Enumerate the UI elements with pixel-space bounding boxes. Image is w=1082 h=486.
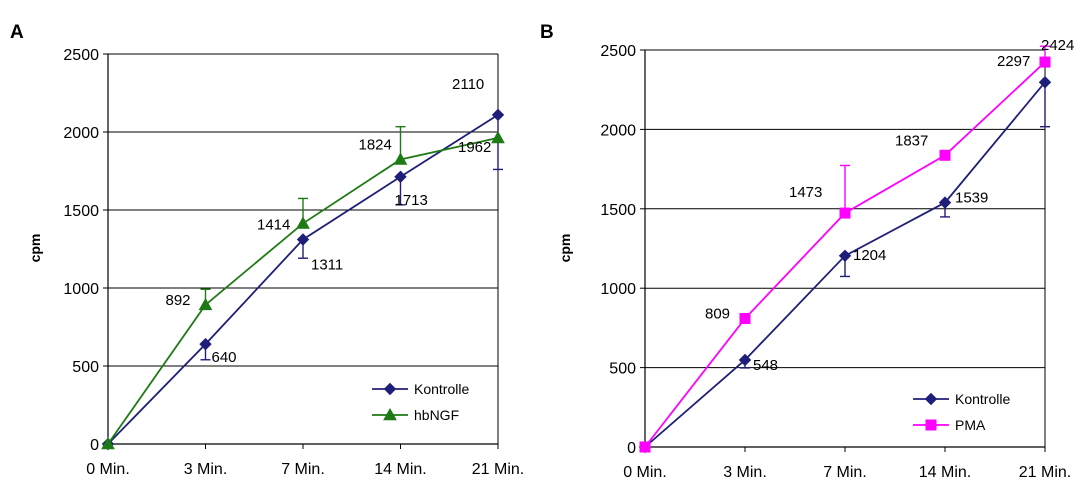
data-point: [839, 207, 851, 219]
data-point: [491, 130, 505, 144]
series-kontrolle: 548 1204 1539 2297: [638, 53, 1052, 454]
y-tick-label: 0: [90, 437, 99, 454]
data-label: 1824: [359, 136, 392, 153]
x-tick-label: 0 Min.: [623, 464, 667, 481]
chart-panel-a: A 0 500 1000 1500 2000 2500 0 Min. 3 Min. 7 Min. 1…: [10, 22, 524, 478]
legend-marker: [924, 392, 938, 406]
y-tick-label: 500: [609, 361, 636, 378]
legend: Kontrolle PMA: [913, 391, 1010, 433]
y-tick-label: 2000: [63, 125, 99, 142]
chart-panel-b: B 0 500 1000 1500 2000 2500 0 Min. 3 Min. 7 Min. 1…: [540, 22, 1074, 481]
data-label: 1713: [395, 192, 428, 209]
y-tick-label: 2500: [63, 47, 99, 64]
data-point: [101, 436, 115, 450]
x-tick-label: 3 Min.: [723, 464, 767, 481]
data-point: [739, 313, 751, 325]
legend: Kontrolle hbNGF: [372, 381, 469, 423]
data-point: [393, 152, 408, 165]
data-label: 1962: [458, 139, 491, 156]
x-tick-label: 21 Min.: [1019, 464, 1071, 481]
data-point: [198, 297, 213, 311]
data-point: [296, 233, 310, 246]
series-pma: 809 1473 1837 2424: [639, 37, 1074, 453]
data-label: 548: [753, 357, 778, 374]
y-axis-label: cpm: [557, 234, 573, 263]
data-label: 809: [705, 306, 730, 323]
data-point: [296, 216, 310, 229]
x-tick-label: 14 Min.: [919, 464, 971, 481]
legend-marker: [383, 407, 397, 421]
x-tick-label: 0 Min.: [86, 461, 130, 478]
series-kontrolle: 640 1311 1713 2110: [101, 76, 505, 451]
data-point: [938, 196, 952, 209]
legend-label: Kontrolle: [414, 381, 469, 397]
y-axis-label: cpm: [27, 234, 43, 263]
y-tick-label: 2000: [600, 122, 636, 139]
y-tick-label: 1000: [63, 281, 99, 298]
y-tick-label: 1500: [600, 202, 636, 219]
data-point: [639, 441, 651, 453]
x-tick-label: 14 Min.: [374, 461, 426, 478]
data-point: [394, 170, 407, 183]
legend-label: PMA: [955, 417, 986, 433]
y-tick-label: 1000: [600, 281, 636, 298]
data-label: 2297: [997, 53, 1030, 70]
data-label: 1204: [853, 247, 886, 264]
y-tick-label: 2500: [600, 43, 636, 60]
data-point: [939, 149, 951, 161]
data-point: [1038, 76, 1052, 89]
series-hbngf: 892 1414 1824 1962: [101, 125, 505, 450]
legend-marker: [383, 382, 397, 396]
data-label: 1414: [257, 216, 290, 233]
y-tick-label: 0: [627, 440, 636, 457]
x-tick-label: 21 Min.: [472, 461, 524, 478]
panel-label: B: [540, 22, 554, 43]
data-label: 892: [166, 292, 191, 309]
data-point: [199, 337, 212, 351]
data-label: 2110: [452, 76, 484, 93]
data-point: [491, 108, 505, 122]
legend-marker: [925, 419, 937, 431]
data-label: 1539: [955, 190, 988, 207]
data-label: 1473: [789, 184, 822, 201]
x-tick-label: 3 Min.: [184, 461, 228, 478]
data-label: 1311: [311, 256, 343, 273]
y-tick-label: 1500: [63, 203, 99, 220]
y-tick-label: 500: [72, 359, 99, 376]
data-label: 1837: [895, 132, 928, 149]
panel-label: A: [10, 22, 24, 43]
legend-label: hbNGF: [414, 407, 459, 423]
legend-label: Kontrolle: [955, 391, 1010, 407]
data-point: [738, 353, 752, 367]
data-label: 640: [212, 349, 237, 366]
data-point: [1039, 56, 1051, 68]
x-tick-label: 7 Min.: [281, 461, 325, 478]
x-tick-label: 7 Min.: [823, 464, 867, 481]
data-label: 2424: [1041, 37, 1074, 54]
data-point: [838, 249, 852, 263]
